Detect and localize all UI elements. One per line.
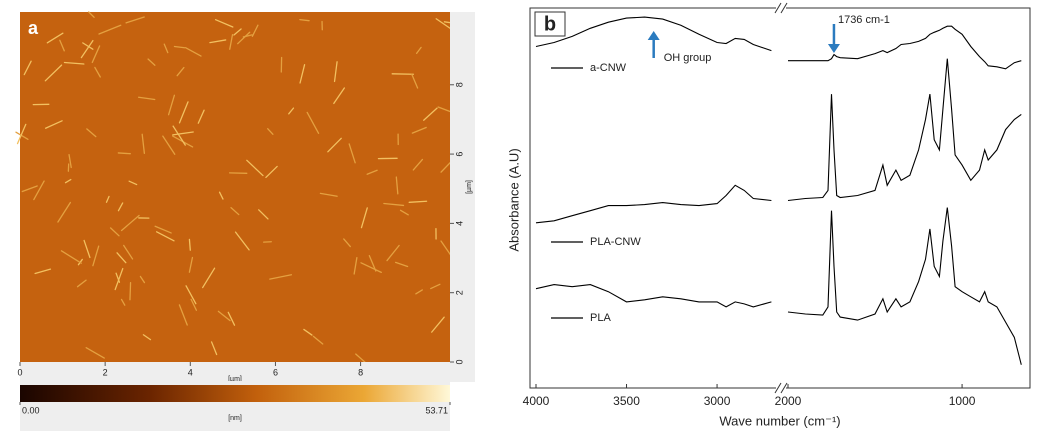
x-tick-label: 3000 [704,394,731,408]
fiber [189,239,190,250]
x-tick-label: 2000 [775,394,802,408]
annotation-text: 1736 cm-1 [838,14,890,26]
x-tick-label: 4 [188,367,193,377]
legend-label: PLA-CNW [590,236,641,248]
arrow-head [648,31,660,40]
colorbar-tick-label: 53.71 [425,405,448,415]
y-tick-label: 4 [454,221,464,226]
legend-label: PLA [590,312,611,324]
x-tick-label: 8 [358,367,363,377]
x-tick-label: 6 [273,367,278,377]
x-tick-label: 2 [103,367,108,377]
y-axis-label: Absorbance (A.U) [506,148,521,251]
y-axis-label: [µm] [466,180,473,194]
annotation-text: OH group [664,52,712,64]
x-axis-strip [20,362,475,382]
spectrum-line [536,59,1021,223]
panel-label: a [28,18,39,38]
x-tick-label: 0 [17,367,22,377]
x-tick-label: 1000 [949,394,976,408]
y-tick-label: 2 [454,290,464,295]
fiber [118,153,130,154]
x-axis-label: Wave number (cm⁻¹) [719,413,840,428]
y-tick-label: 6 [454,152,464,157]
colorbar-label: [nm] [228,415,242,422]
panel-label: b [544,13,556,35]
y-tick-label: 8 [454,82,464,87]
colorbar [20,385,450,402]
colorbar-tick-label: 0.00 [22,405,40,415]
fiber [130,283,131,300]
x-tick-label: 3500 [613,394,640,408]
arrow-head [828,44,840,53]
spectrum-line [536,208,1021,365]
y-tick-label: 0 [454,359,464,364]
x-tick-label: 4000 [523,394,550,408]
afm-image [20,12,450,362]
legend-label: a-CNW [590,62,627,74]
